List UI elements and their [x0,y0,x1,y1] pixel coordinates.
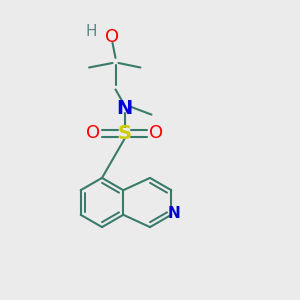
Text: O: O [86,124,100,142]
Text: H: H [86,24,97,39]
Text: N: N [167,206,180,221]
Text: O: O [105,28,120,46]
Text: N: N [116,98,133,118]
Text: S: S [118,124,131,143]
Text: O: O [149,124,163,142]
